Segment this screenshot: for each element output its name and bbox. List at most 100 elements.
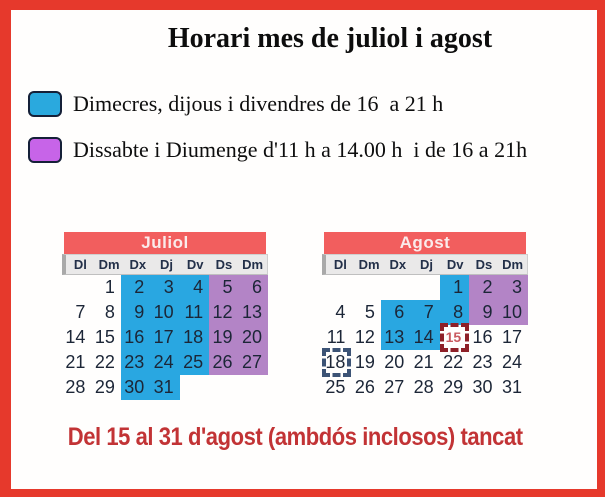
day-cell-agost-23: 23 (472, 352, 493, 372)
closure-note: Del 15 al 31 d'agost (ambdós inclosos) t… (67, 423, 523, 451)
day-cell-juliol-7: 7 (75, 302, 86, 322)
open-weekdays-color-swatch (28, 90, 62, 117)
day-cell-agost-14: 14 (410, 325, 440, 350)
day-cell-agost-9: 9 (469, 300, 499, 325)
page-title: Horari mes de juliol i agost (167, 23, 493, 54)
day-cell-juliol-29: 29 (94, 377, 115, 397)
day-cell-juliol-15: 15 (94, 327, 115, 347)
day-cell-agost-27: 27 (384, 377, 405, 397)
day-of-week-label: Dj (419, 257, 433, 272)
day-cell-empty (410, 275, 439, 300)
day-cell-agost-15: 15 (439, 323, 470, 352)
day-cell-juliol-19: 19 (209, 325, 239, 350)
day-of-week-label: Dm (242, 257, 264, 272)
legend-label-open-weekends: Dissabte i Diumenge d'11 h a 14.00 h i d… (73, 136, 528, 162)
day-cell-agost-17: 17 (501, 327, 522, 347)
day-cell-juliol-26: 26 (209, 350, 239, 375)
day-cell-agost-21: 21 (413, 352, 434, 372)
day-cell-agost-25: 25 (325, 377, 346, 397)
day-of-week-label: Dv (446, 257, 464, 272)
day-of-week-label: Dm (98, 257, 120, 272)
day-cell-empty (381, 275, 410, 300)
day-cell-empty (62, 275, 91, 300)
day-cell-juliol-24: 24 (150, 350, 180, 375)
day-cell-empty (180, 375, 209, 400)
day-cell-agost-8: 8 (439, 300, 470, 325)
day-of-week-label: Dx (389, 257, 407, 272)
day-cell-juliol-25: 25 (179, 350, 210, 375)
day-cell-agost-1: 1 (439, 275, 470, 300)
day-cell-empty (322, 275, 351, 300)
day-cell-juliol-4: 4 (179, 275, 210, 300)
day-cell-agost-22: 22 (443, 352, 464, 372)
day-of-week-label: Dl (333, 257, 347, 272)
day-cell-juliol-20: 20 (238, 325, 268, 350)
day-cell-juliol-16: 16 (120, 325, 151, 350)
day-cell-juliol-1: 1 (104, 277, 115, 297)
day-cell-juliol-10: 10 (150, 300, 180, 325)
day-of-week-label: Dv (186, 257, 204, 272)
day-cell-agost-18: 18 (322, 348, 352, 377)
day-cell-agost-2: 2 (469, 275, 499, 300)
day-cell-agost-26: 26 (354, 377, 375, 397)
legend-label-open-weekdays: Dimecres, dijous i divendres de 16 a 21 … (73, 90, 444, 116)
legend: Dimecres, dijous i divendres de 16 a 21 … (28, 90, 527, 182)
month-header-juliol: Juliol (64, 232, 266, 254)
day-cell-agost-31: 31 (501, 377, 522, 397)
day-cell-agost-24: 24 (501, 352, 522, 372)
day-of-week-header-row: Dl Dm Dx Dj Dv Ds Dm (62, 254, 268, 275)
day-cell-juliol-30: 30 (120, 375, 151, 400)
day-cell-juliol-11: 11 (179, 300, 210, 325)
legend-item-open-weekends: Dissabte i Diumenge d'11 h a 14.00 h i d… (28, 136, 527, 163)
day-cell-juliol-2: 2 (120, 275, 151, 300)
day-cell-agost-20: 20 (384, 352, 405, 372)
day-cell-juliol-27: 27 (238, 350, 268, 375)
day-cell-juliol-8: 8 (104, 302, 115, 322)
day-cell-juliol-18: 18 (179, 325, 210, 350)
day-cell-juliol-21: 21 (65, 352, 86, 372)
day-cell-juliol-13: 13 (238, 300, 268, 325)
day-cell-agost-29: 29 (443, 377, 464, 397)
day-cell-agost-12: 12 (354, 327, 375, 347)
day-cell-empty (351, 275, 380, 300)
day-cell-juliol-22: 22 (94, 352, 115, 372)
day-cell-juliol-14: 14 (65, 327, 86, 347)
day-cell-agost-13: 13 (380, 325, 411, 350)
day-cell-juliol-17: 17 (150, 325, 180, 350)
day-of-week-label: Ds (475, 257, 493, 272)
day-cell-juliol-5: 5 (209, 275, 239, 300)
day-cell-juliol-12: 12 (209, 300, 239, 325)
weeks-grid: 1 2 3 4 5 6 7 8 9 10 11 12 13 14 15 16 17 18 19 20 21 22 23 24 2… (62, 275, 268, 400)
day-of-week-label: Dm (502, 257, 524, 272)
day-cell-agost-30: 30 (472, 377, 493, 397)
day-of-week-label: Dm (358, 257, 380, 272)
day-of-week-label: Ds (215, 257, 233, 272)
day-cell-agost-28: 28 (413, 377, 434, 397)
day-cell-agost-4: 4 (335, 302, 346, 322)
day-cell-agost-3: 3 (498, 275, 528, 300)
day-cell-agost-16: 16 (472, 327, 493, 347)
day-cell-juliol-6: 6 (238, 275, 268, 300)
day-cell-agost-7: 7 (410, 300, 440, 325)
day-of-week-label: Dj (159, 257, 173, 272)
legend-item-open-weekdays: Dimecres, dijous i divendres de 16 a 21 … (28, 90, 527, 117)
day-cell-juliol-23: 23 (120, 350, 151, 375)
day-cell-juliol-3: 3 (150, 275, 180, 300)
weeks-grid: 1 2 3 4 5 6 7 8 9 10 11 12 13 14 15 16 17 18 19 20 21 22 23 24 2… (322, 275, 528, 400)
day-of-week-label: Dl (73, 257, 87, 272)
day-cell-agost-10: 10 (498, 300, 528, 325)
day-cell-agost-6: 6 (380, 300, 411, 325)
day-of-week-label: Dx (129, 257, 147, 272)
month-header-agost: Agost (324, 232, 526, 254)
day-cell-agost-5: 5 (364, 302, 375, 322)
day-cell-agost-11: 11 (326, 327, 346, 347)
day-cell-juliol-31: 31 (150, 375, 180, 400)
calendar-agost: Agost Dl Dm Dx Dj Dv Ds Dm 1 2 3 4 5 6 7 8 9 10 11 12 13 14 15… (322, 232, 528, 400)
day-cell-empty (239, 375, 268, 400)
day-cell-agost-19: 19 (354, 352, 375, 372)
open-weekends-color-swatch (28, 136, 62, 163)
day-cell-juliol-28: 28 (65, 377, 86, 397)
day-of-week-header-row: Dl Dm Dx Dj Dv Ds Dm (322, 254, 528, 275)
calendar-juliol: Juliol Dl Dm Dx Dj Dv Ds Dm 1 2 3 4 5 6 7 8 9 10 11 12 13 14 1… (62, 232, 268, 400)
